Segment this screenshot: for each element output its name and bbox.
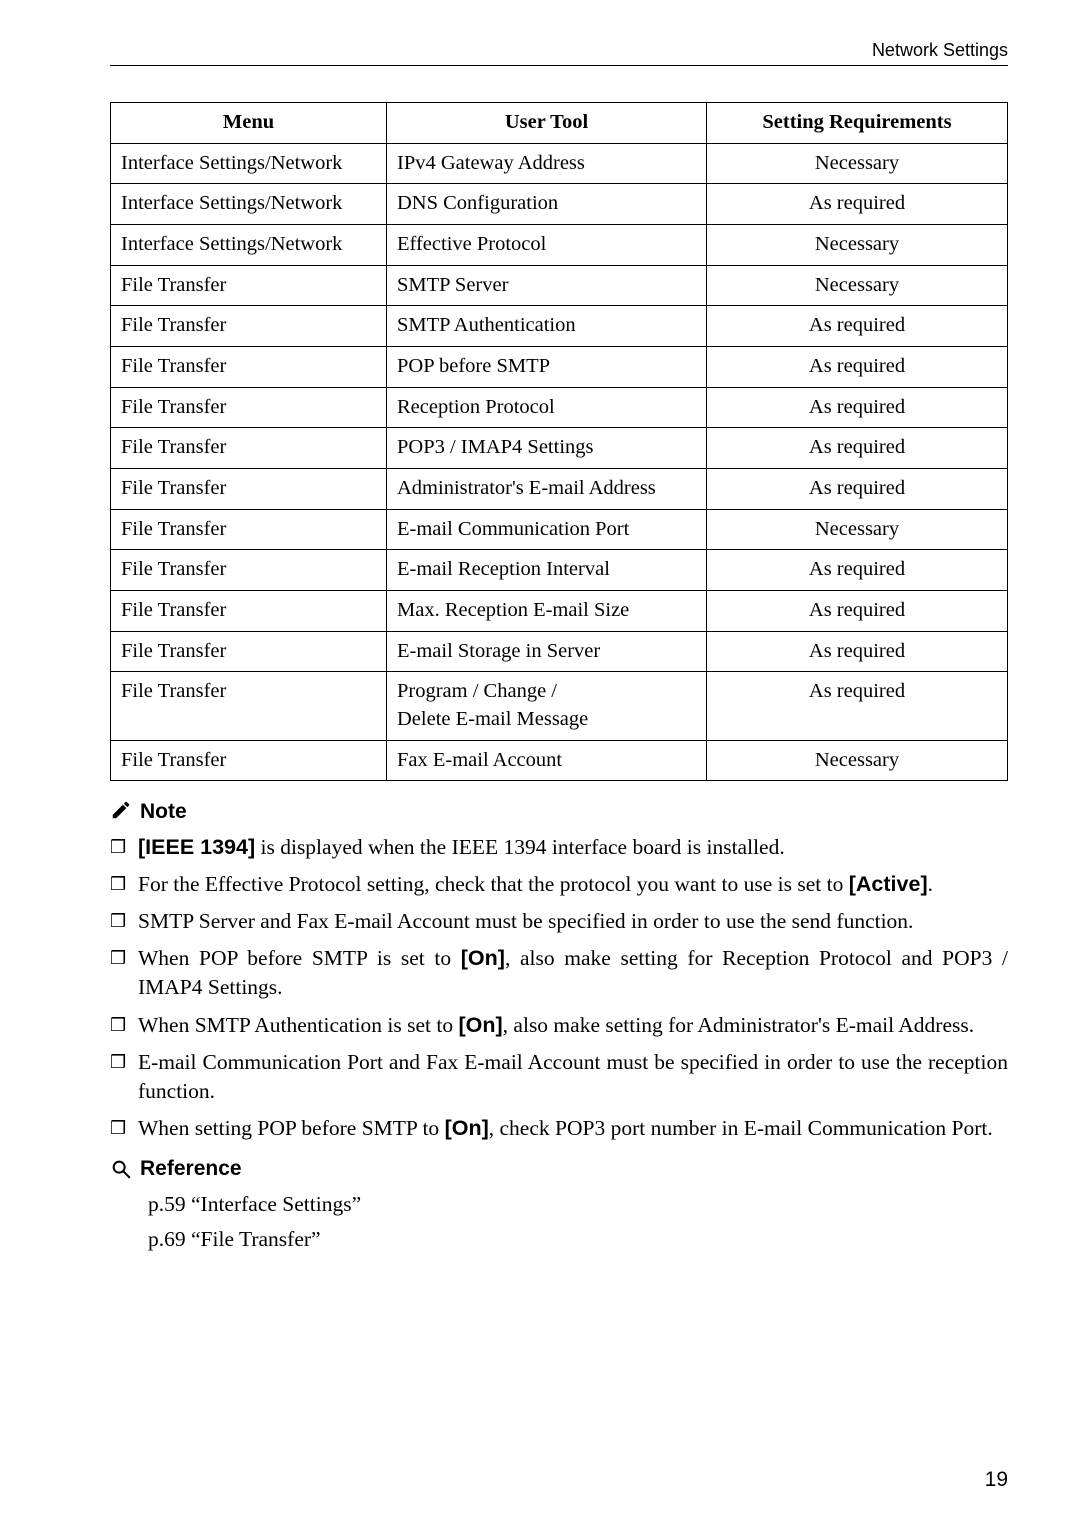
page-number: 19 [985, 1468, 1008, 1492]
reference-item: p.69 “File Transfer” [148, 1224, 1008, 1255]
table-cell: Reception Protocol [387, 387, 707, 428]
table-cell: Max. Reception E-mail Size [387, 591, 707, 632]
reference-list: p.59 “Interface Settings” p.69 “File Tran… [110, 1189, 1008, 1255]
notes-list: [IEEE 1394] is displayed when the IEEE 1… [110, 833, 1008, 1142]
bold-term: [On] [445, 1116, 489, 1140]
table-cell: As required [707, 347, 1008, 388]
table-row: File TransferE-mail Reception IntervalAs… [111, 550, 1008, 591]
table-row: File TransferMax. Reception E-mail SizeA… [111, 591, 1008, 632]
table-cell: File Transfer [111, 265, 387, 306]
reference-item: p.59 “Interface Settings” [148, 1189, 1008, 1220]
table-cell: File Transfer [111, 509, 387, 550]
table-cell: Necessary [707, 265, 1008, 306]
table-cell: Necessary [707, 143, 1008, 184]
table-cell: File Transfer [111, 631, 387, 672]
table-cell: File Transfer [111, 550, 387, 591]
table-cell: Program / Change /Delete E-mail Message [387, 672, 707, 740]
table-cell: Necessary [707, 225, 1008, 266]
note-item: SMTP Server and Fax E-mail Account must … [110, 907, 1008, 936]
table-cell: As required [707, 428, 1008, 469]
table-cell: As required [707, 550, 1008, 591]
note-item: For the Effective Protocol setting, chec… [110, 870, 1008, 899]
table-row: File TransferSMTP AuthenticationAs requi… [111, 306, 1008, 347]
table-cell: Effective Protocol [387, 225, 707, 266]
magnifier-icon [110, 1158, 132, 1180]
table-cell: File Transfer [111, 306, 387, 347]
table-cell: As required [707, 631, 1008, 672]
col-usertool: User Tool [387, 103, 707, 144]
note-label: Note [140, 800, 187, 824]
note-item: E-mail Communication Port and Fax E-mail… [110, 1048, 1008, 1106]
table-row: Interface Settings/NetworkIPv4 Gateway A… [111, 143, 1008, 184]
table-cell: As required [707, 306, 1008, 347]
table-cell: E-mail Reception Interval [387, 550, 707, 591]
table-cell: As required [707, 672, 1008, 740]
bold-term: [Active] [849, 872, 928, 896]
note-heading: Note [110, 799, 1008, 825]
table-row: File TransferE-mail Communication PortNe… [111, 509, 1008, 550]
table-cell: As required [707, 184, 1008, 225]
table-cell: Necessary [707, 509, 1008, 550]
table-row: File TransferSMTP ServerNecessary [111, 265, 1008, 306]
table-row: File TransferAdministrator's E-mail Addr… [111, 469, 1008, 510]
table-cell: File Transfer [111, 672, 387, 740]
note-item: [IEEE 1394] is displayed when the IEEE 1… [110, 833, 1008, 862]
table-cell: File Transfer [111, 428, 387, 469]
table-cell: Interface Settings/Network [111, 143, 387, 184]
pencil-icon [110, 799, 132, 825]
reference-label: Reference [140, 1157, 242, 1181]
table-cell: File Transfer [111, 591, 387, 632]
table-row: File TransferPOP3 / IMAP4 SettingsAs req… [111, 428, 1008, 469]
table-cell: As required [707, 591, 1008, 632]
table-cell: File Transfer [111, 469, 387, 510]
page-header: Network Settings [110, 40, 1008, 66]
table-cell: Necessary [707, 740, 1008, 781]
table-cell: Interface Settings/Network [111, 225, 387, 266]
table-row: File TransferPOP before SMTPAs required [111, 347, 1008, 388]
section-title: Network Settings [110, 40, 1008, 66]
table-cell: SMTP Server [387, 265, 707, 306]
table-row: File TransferE-mail Storage in ServerAs … [111, 631, 1008, 672]
bold-term: [On] [461, 946, 505, 970]
bold-term: [IEEE 1394] [138, 835, 255, 859]
table-cell: Fax E-mail Account [387, 740, 707, 781]
note-item: When setting POP before SMTP to [On], ch… [110, 1114, 1008, 1143]
table-row: File TransferProgram / Change /Delete E-… [111, 672, 1008, 740]
table-row: File TransferFax E-mail AccountNecessary [111, 740, 1008, 781]
table-cell: File Transfer [111, 387, 387, 428]
col-requirements: Setting Requirements [707, 103, 1008, 144]
table-row: File TransferReception ProtocolAs requir… [111, 387, 1008, 428]
table-row: Interface Settings/NetworkEffective Prot… [111, 225, 1008, 266]
table-cell: As required [707, 469, 1008, 510]
col-menu: Menu [111, 103, 387, 144]
table-cell: Interface Settings/Network [111, 184, 387, 225]
table-cell: POP before SMTP [387, 347, 707, 388]
table-cell: IPv4 Gateway Address [387, 143, 707, 184]
table-cell: Administrator's E-mail Address [387, 469, 707, 510]
table-cell: E-mail Storage in Server [387, 631, 707, 672]
table-cell: POP3 / IMAP4 Settings [387, 428, 707, 469]
note-item: When POP before SMTP is set to [On], als… [110, 944, 1008, 1002]
table-cell: As required [707, 387, 1008, 428]
table-cell: File Transfer [111, 740, 387, 781]
note-item: When SMTP Authentication is set to [On],… [110, 1011, 1008, 1040]
reference-heading: Reference [110, 1157, 1008, 1181]
table-cell: DNS Configuration [387, 184, 707, 225]
table-cell: E-mail Communication Port [387, 509, 707, 550]
bold-term: [On] [458, 1013, 502, 1037]
table-cell: SMTP Authentication [387, 306, 707, 347]
table-header-row: Menu User Tool Setting Requirements [111, 103, 1008, 144]
table-cell: File Transfer [111, 347, 387, 388]
settings-table: Menu User Tool Setting Requirements Inte… [110, 102, 1008, 781]
table-row: Interface Settings/NetworkDNS Configurat… [111, 184, 1008, 225]
